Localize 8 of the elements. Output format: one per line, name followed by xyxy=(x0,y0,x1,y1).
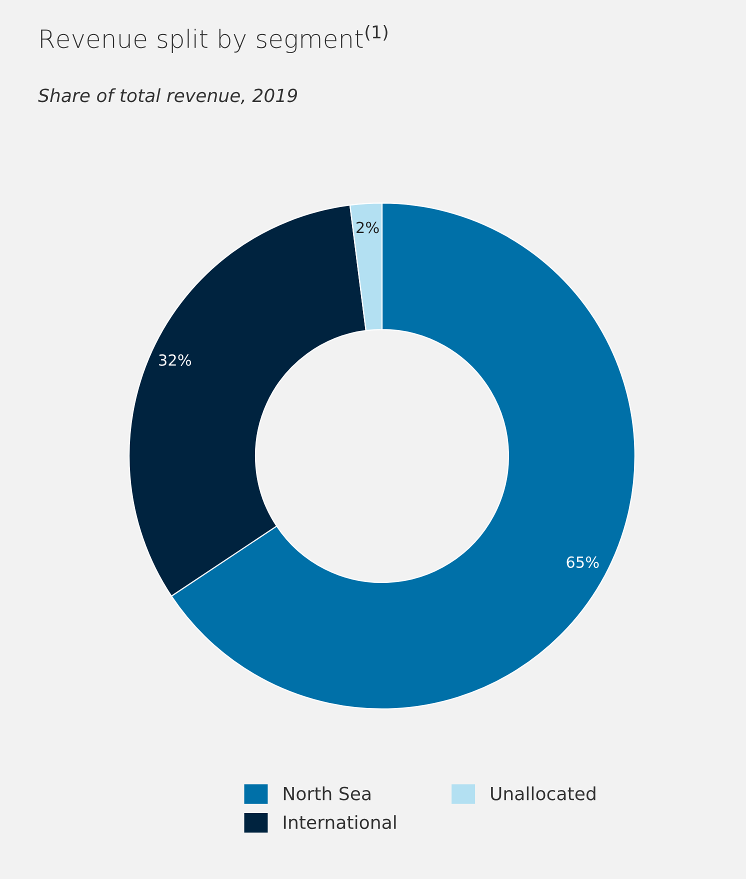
legend-label: International xyxy=(284,815,396,830)
chart-subtitle: Share of total revenue, 2019 xyxy=(38,88,298,104)
data-label: 65% xyxy=(566,556,599,568)
legend-label: Unallocated xyxy=(491,786,596,800)
data-label: 2% xyxy=(356,222,379,234)
legend-label: North Sea xyxy=(284,786,370,800)
chart-title: Revenue split by segment$^{(1)}$ xyxy=(41,25,388,54)
data-label: 32% xyxy=(159,354,192,366)
